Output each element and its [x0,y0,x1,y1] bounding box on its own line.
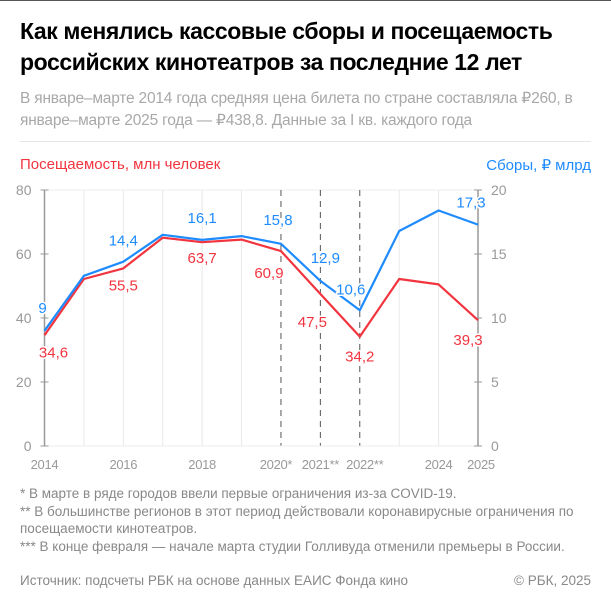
left-axis-label: Посещаемость, млн человек [20,156,221,173]
divider [20,141,591,142]
data-label: 63,7 [188,250,217,267]
chart: 2014 2016 2018 2020* 2021** 2022** 2024 2025 0 20… [16,182,507,472]
source: Источник: подсчеты РБК на основе данных … [20,573,409,588]
right-axis-label: Сборы, ₽ млрд [486,157,591,174]
right-tick-label: 0 [491,438,499,454]
left-tick-label: 20 [16,374,32,390]
data-label: 16,1 [188,210,217,227]
data-label: 55,5 [109,277,138,294]
x-tick-label: 2016 [109,457,137,472]
footnote: * В марте в ряде городов ввели первые ог… [20,486,457,501]
chart-subtitle: В январе–марте 2014 года средняя цена би… [20,90,573,129]
chart-area: 2014 2016 2018 2020* 2021** 2022** 2024 2025 0 20… [0,180,611,480]
footnote: ** В большинстве регионов в этот период … [20,503,574,537]
data-label: 39,3 [453,332,482,349]
revenue-line [43,209,479,332]
left-tick-label: 0 [24,438,32,454]
copyright: © РБК, 2025 [514,573,591,588]
data-label: 9 [38,300,46,317]
right-tick-label: 5 [491,374,499,390]
left-tick-label: 80 [16,182,32,198]
attendance-line [43,236,479,338]
right-tick-label: 10 [491,310,507,326]
data-label: 34,6 [39,344,68,361]
data-label: 10,6 [336,281,365,298]
x-tick-label: 2014 [31,457,59,472]
footer: Источник: подсчеты РБК на основе данных … [20,572,591,589]
footnote: *** В конце февраля — начале марта студи… [20,538,565,554]
data-label: 15,8 [263,212,292,229]
x-tick-label: 2025 [467,457,495,472]
x-tick-label: 2022** [346,457,383,472]
x-tick-label: 2018 [188,457,216,472]
right-tick-label: 15 [491,246,507,262]
data-label: 12,9 [311,250,340,267]
data-label: 47,5 [298,314,327,331]
x-tick-label: 2020* [260,457,293,472]
data-label: 17,3 [456,195,485,212]
x-tick-label: 2024 [425,457,453,472]
left-tick-label: 60 [16,246,32,262]
axis-legend: Посещаемость, млн человек Сборы, ₽ млрд [20,156,591,178]
x-tick-label: 2021** [302,457,339,472]
footnotes: * В марте в ряде городов ввели первые ог… [20,485,591,555]
data-label: 34,2 [345,349,374,366]
left-tick-label: 40 [16,310,32,326]
data-label: 60,9 [254,265,283,282]
right-tick-label: 20 [491,182,507,198]
chart-title: Как менялись кассовые сборы и посещаемос… [20,18,553,75]
data-label: 14,4 [109,233,138,250]
